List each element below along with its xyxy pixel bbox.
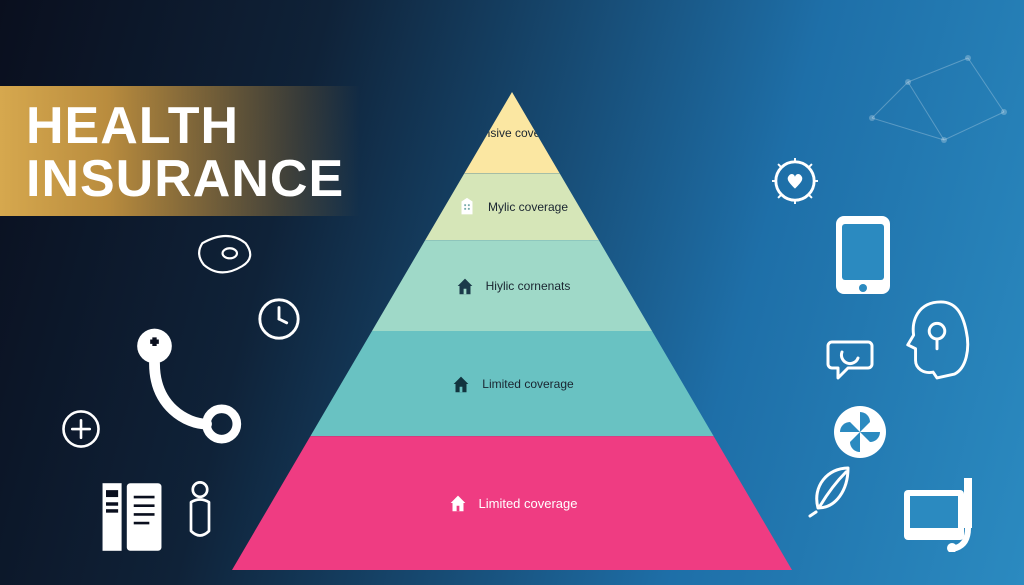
house-dark-icon (450, 373, 472, 395)
clock-icon (256, 296, 302, 342)
house-icon (454, 275, 476, 297)
head-icon (898, 296, 976, 380)
leaf-icon (808, 462, 856, 518)
pyramid-tier-5: Limited coverage (232, 436, 792, 570)
person-icon (182, 480, 218, 546)
tablet-icon (828, 212, 898, 298)
pyramid-tier-2: Mylic coverage (425, 173, 599, 240)
pyramid-tier-5-label: Limited coverage (479, 496, 578, 511)
building-icon (456, 196, 478, 218)
clipboard-icon (96, 478, 168, 556)
infographic-canvas: HEALTH INSURANCE Extensive coverageMylic… (0, 0, 1024, 585)
speech-icon (824, 334, 876, 382)
pyramid-tier-4: Limited coverage (310, 331, 713, 436)
pyramid-tier-2-label: Mylic coverage (488, 200, 568, 214)
pyramid-tier-3-label: Hiylic cornenats (486, 279, 571, 293)
pyramid-tier-4-label: Limited coverage (482, 377, 573, 391)
clover-icon (832, 404, 888, 460)
house-white-icon (447, 492, 469, 514)
monitor-icon (900, 470, 986, 552)
coverage-pyramid: Extensive coverage Mylic coverage Hiylic c… (232, 92, 792, 570)
pyramid-tier-1: Extensive coverage (464, 92, 559, 173)
plus-circle-icon (60, 408, 102, 450)
pyramid-tier-3: Hiylic cornenats (372, 240, 652, 331)
steak-icon (188, 228, 260, 280)
stethoscope-icon (122, 320, 252, 450)
pyramid-tier-1-label: Extensive coverage (460, 126, 565, 140)
heart-badge-icon (772, 158, 818, 204)
